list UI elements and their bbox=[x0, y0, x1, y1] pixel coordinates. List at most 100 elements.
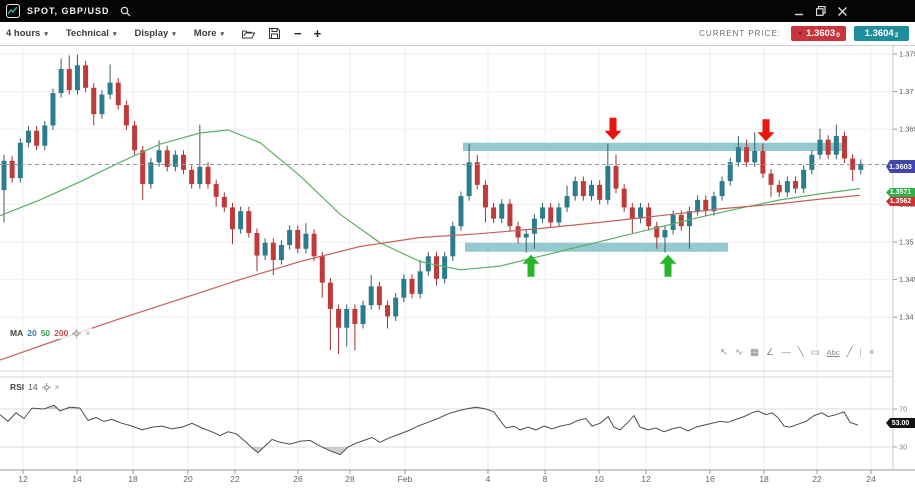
date-tick-label: 22 bbox=[812, 474, 822, 484]
candle-body bbox=[695, 199, 701, 212]
drawing-toolbar: ↖ ∿ ▦ ∠ — ╲ ▭ Abc ╱ | × bbox=[720, 347, 874, 358]
date-tick-label: 14 bbox=[72, 474, 82, 484]
candle-body bbox=[442, 256, 448, 279]
candle-body bbox=[393, 297, 399, 317]
candle-body bbox=[205, 166, 211, 185]
ma-indicator-label: MA 20 50 200 × bbox=[8, 327, 93, 339]
line-tool-icon[interactable]: ╱ bbox=[846, 346, 853, 358]
rsi-label-text: RSI bbox=[10, 382, 25, 392]
bid-price-value: 1.3603 bbox=[806, 28, 836, 39]
display-dropdown[interactable]: Display ▾ bbox=[134, 28, 175, 39]
candle-body bbox=[466, 162, 472, 197]
sell-arrow[interactable] bbox=[757, 119, 775, 142]
ma-remove-icon[interactable]: × bbox=[85, 328, 91, 338]
candle-body bbox=[719, 181, 725, 197]
candle-body bbox=[727, 162, 733, 182]
date-tick-label: 8 bbox=[543, 474, 548, 484]
candle-body bbox=[172, 154, 178, 167]
candle-body bbox=[213, 184, 219, 197]
candle-body bbox=[760, 151, 766, 174]
close-button[interactable] bbox=[838, 6, 847, 16]
timeframe-dropdown[interactable]: 4 hours ▾ bbox=[6, 28, 48, 39]
zoom-in-button[interactable]: + bbox=[313, 26, 322, 41]
candle-body bbox=[42, 125, 48, 146]
candle-body bbox=[801, 169, 807, 189]
candle-body bbox=[409, 278, 415, 294]
rsi-remove-icon[interactable]: × bbox=[54, 382, 60, 392]
price-tick-label: 1.34 bbox=[899, 313, 914, 322]
candle-body bbox=[107, 82, 113, 95]
technical-dropdown-label: Technical bbox=[65, 28, 109, 39]
rsi-settings-gear-icon[interactable] bbox=[41, 382, 51, 392]
date-tick-label: 4 bbox=[486, 474, 491, 484]
candle-body bbox=[246, 211, 252, 233]
candle-body bbox=[564, 196, 570, 208]
candle-body bbox=[181, 154, 187, 170]
candle-body bbox=[841, 135, 847, 159]
date-tick-label: 28 bbox=[345, 474, 355, 484]
titlebar: SPOT, GBP/USD bbox=[0, 0, 915, 22]
candle-body bbox=[278, 245, 284, 261]
candle-body bbox=[368, 286, 374, 306]
ma-settings-gear-icon[interactable] bbox=[72, 328, 82, 338]
rsi-value-axis-badge: 53.00 bbox=[886, 418, 915, 428]
more-dropdown-label: More bbox=[193, 28, 217, 39]
open-folder-icon[interactable] bbox=[242, 29, 255, 39]
price-tick-label: 1.345 bbox=[899, 275, 915, 284]
fan-lines-icon[interactable]: ∠ bbox=[765, 346, 775, 358]
candle-body bbox=[238, 211, 244, 230]
candle-body bbox=[776, 184, 782, 193]
candle-body bbox=[597, 184, 603, 200]
pointer-icon[interactable]: ↖ bbox=[720, 346, 728, 358]
freehand-icon[interactable]: ∿ bbox=[734, 346, 743, 358]
candle-body bbox=[531, 218, 537, 234]
candle-body bbox=[17, 142, 23, 179]
ma-line-red bbox=[0, 194, 861, 361]
candle-body bbox=[735, 147, 741, 163]
minimize-button[interactable] bbox=[795, 7, 804, 16]
save-icon[interactable] bbox=[269, 28, 280, 39]
display-dropdown-label: Display bbox=[134, 28, 169, 39]
rsi-indicator-label: RSI 14 × bbox=[8, 381, 62, 393]
candle-body bbox=[474, 162, 480, 185]
candle-body bbox=[287, 229, 293, 246]
candle-body bbox=[744, 147, 750, 163]
zoom-out-button[interactable]: − bbox=[294, 26, 302, 41]
bid-price-badge[interactable]: ▼ 1.3603 0 bbox=[791, 26, 846, 41]
technical-dropdown[interactable]: Technical ▾ bbox=[66, 28, 117, 39]
candle-body bbox=[58, 69, 64, 94]
buy-arrow[interactable] bbox=[659, 254, 677, 277]
candle-body bbox=[515, 226, 521, 238]
support-zone[interactable] bbox=[465, 242, 728, 252]
candle-body bbox=[548, 207, 554, 223]
candle-body bbox=[482, 184, 488, 208]
price-chart-canvas[interactable]: 12 14 18 20 22 26 28 Feb 4 8 10 12 16 18 22 24 1.375 1.37… bbox=[0, 46, 915, 496]
rectangle-icon[interactable]: ▭ bbox=[810, 346, 820, 358]
drawing-toolbar-close-icon[interactable]: × bbox=[868, 346, 875, 358]
rsi-line bbox=[0, 404, 859, 456]
text-tool-icon[interactable]: Abc bbox=[826, 347, 840, 357]
resistance-zone[interactable] bbox=[463, 142, 843, 152]
candle-body bbox=[752, 151, 758, 163]
candle-body bbox=[270, 242, 276, 261]
restore-button[interactable] bbox=[816, 6, 826, 16]
date-tick-label: 16 bbox=[705, 474, 715, 484]
ask-price-badge[interactable]: 1.3604 2 bbox=[854, 26, 909, 41]
candle-body bbox=[417, 271, 423, 294]
candle-body bbox=[637, 207, 643, 219]
buy-arrow[interactable] bbox=[522, 254, 540, 277]
candle-body bbox=[654, 226, 660, 238]
trend-line-icon[interactable]: ╲ bbox=[797, 346, 804, 358]
more-dropdown[interactable]: More ▾ bbox=[194, 28, 224, 39]
candle-body bbox=[784, 181, 790, 193]
sell-arrow[interactable] bbox=[604, 117, 622, 140]
candle-body bbox=[336, 308, 342, 328]
ma-green-axis-badge: 1.3571 bbox=[886, 188, 915, 197]
candle-body bbox=[678, 214, 684, 227]
candle-body bbox=[850, 158, 856, 170]
search-icon[interactable] bbox=[120, 6, 131, 17]
horizontal-line-icon[interactable]: — bbox=[781, 346, 791, 358]
price-tick-label: 1.35 bbox=[899, 238, 914, 247]
fib-grid-icon[interactable]: ▦ bbox=[749, 346, 759, 358]
chart-toolbar: 4 hours ▾ Technical ▾ Display ▾ More ▾ −… bbox=[0, 22, 915, 46]
